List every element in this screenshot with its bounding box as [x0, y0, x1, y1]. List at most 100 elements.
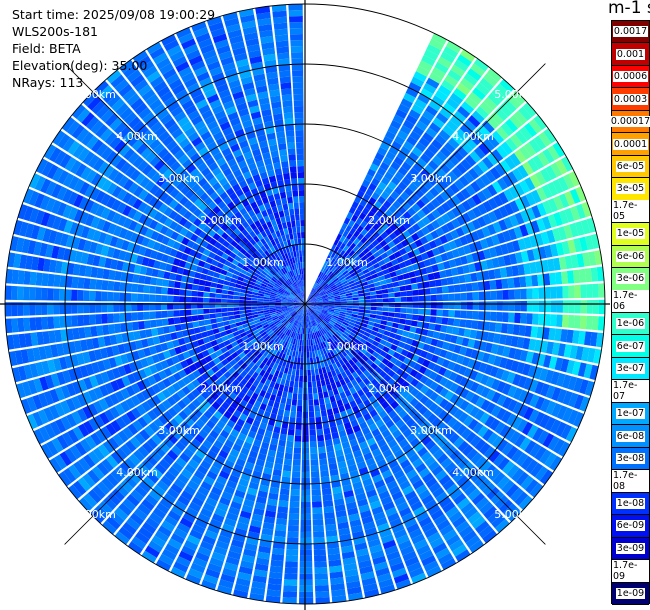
ppi-gate: [89, 290, 96, 302]
ppi-gate: [530, 189, 542, 204]
ppi-gate: [437, 262, 445, 271]
ppi-gate: [393, 286, 401, 293]
ppi-gate: [192, 278, 200, 285]
ppi-gate: [402, 550, 417, 562]
ppi-gate: [355, 217, 363, 225]
ppi-gate: [276, 414, 283, 422]
ppi-gate: [262, 364, 269, 372]
ppi-gate: [344, 389, 352, 397]
ppi-gate: [412, 479, 425, 490]
ppi-gate: [418, 549, 434, 561]
ppi-gate: [525, 207, 536, 221]
ppi-gate: [290, 324, 295, 331]
ppi-gate: [544, 416, 556, 432]
ppi-gate: [223, 320, 230, 326]
ppi-gate: [200, 273, 208, 281]
ppi-gate: [429, 316, 437, 324]
ppi-gate: [349, 400, 357, 408]
ppi-gate: [444, 158, 455, 170]
ppi-gate: [321, 415, 329, 423]
ppi-gate: [379, 141, 391, 151]
ppi-gate: [329, 319, 336, 324]
ppi-gate: [336, 455, 346, 463]
ppi-gate: [326, 290, 333, 295]
ppi-gate: [318, 287, 324, 293]
ppi-gate: [300, 537, 312, 544]
ppi-gate: [456, 145, 469, 158]
ppi-gate: [355, 492, 367, 502]
ppi-gate: [358, 293, 365, 297]
ppi-gate: [334, 308, 341, 312]
ppi-gate: [543, 354, 552, 368]
ppi-gate: [308, 411, 315, 418]
ppi-gate: [299, 327, 302, 334]
ppi-gate: [492, 221, 502, 233]
ppi-gate: [351, 262, 359, 269]
ppi-gate: [421, 274, 429, 282]
ppi-gate: [300, 315, 303, 322]
ppi-gate: [326, 358, 332, 366]
ppi-gate: [404, 556, 420, 567]
ppi-gate: [367, 168, 376, 178]
ppi-gate: [483, 248, 492, 259]
ppi-gate: [405, 418, 416, 428]
ppi-gate: [312, 338, 316, 346]
ppi-gate: [203, 286, 211, 292]
ppi-gate: [314, 325, 319, 332]
ppi-gate: [364, 306, 371, 310]
ppi-gate: [216, 283, 224, 289]
ppi-gate: [445, 268, 453, 277]
ppi-gate: [461, 356, 471, 367]
ppi-gate: [490, 290, 497, 300]
ppi-gate: [420, 195, 431, 205]
ppi-gate: [310, 453, 318, 460]
ppi-gate: [469, 370, 479, 381]
ppi-gate: [367, 374, 375, 382]
ppi-gate: [359, 565, 374, 575]
ppi-gate: [534, 446, 547, 461]
ppi-gate: [251, 300, 258, 304]
ppi-gate: [306, 315, 309, 322]
ppi-gate: [512, 373, 522, 386]
ppi-gate: [449, 382, 459, 393]
ppi-gate: [427, 273, 435, 281]
ppi-gate: [307, 381, 312, 388]
ppi-gate: [266, 386, 274, 394]
ppi-gate: [343, 447, 352, 455]
ppi-gate: [333, 246, 340, 253]
ppi-gate: [553, 195, 564, 211]
ppi-gate: [431, 171, 442, 182]
ppi-gate: [315, 317, 321, 324]
ppi-gate: [300, 507, 311, 514]
ppi-gate: [316, 307, 323, 311]
ppi-gate: [476, 190, 487, 203]
ppi-gate: [531, 205, 542, 219]
ppi-gate: [364, 351, 372, 359]
ppi-gate: [173, 561, 189, 573]
ppi-gate: [345, 247, 353, 255]
ppi-gate: [342, 282, 349, 288]
ppi-gate: [263, 371, 270, 379]
ppi-gate: [417, 315, 425, 322]
ppi-gate: [493, 208, 503, 221]
ppi-gate: [143, 285, 151, 294]
ppi-gate: [306, 357, 310, 364]
ppi-gate: [339, 343, 346, 350]
ppi-gate: [435, 547, 451, 560]
ppi-gate: [327, 345, 333, 352]
ppi-gate: [457, 457, 470, 470]
ppi-gate: [348, 413, 356, 422]
ppi-gate: [393, 449, 405, 459]
ppi-gate: [379, 350, 388, 358]
ppi-gate: [301, 483, 311, 490]
ppi-gate: [461, 200, 472, 212]
ppi-gate: [248, 525, 261, 534]
ppi-gate: [548, 327, 556, 341]
ppi-gate: [209, 298, 216, 303]
ppi-gate: [301, 489, 311, 496]
ppi-gate: [510, 360, 520, 373]
ppi-gate: [227, 454, 237, 464]
ppi-gate: [328, 337, 334, 344]
ppi-gate: [191, 284, 199, 291]
ppi-gate: [347, 586, 362, 595]
